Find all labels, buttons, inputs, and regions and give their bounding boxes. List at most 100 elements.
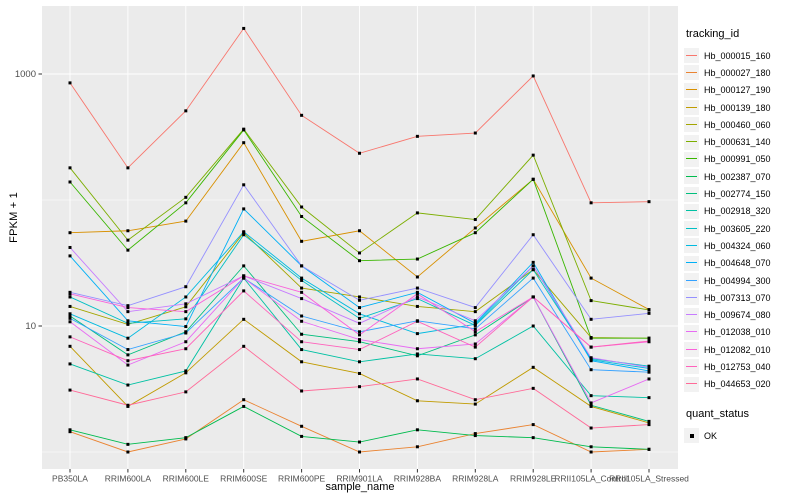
point-Hb_000027_180 (300, 424, 304, 428)
legend-key-swatch (684, 48, 699, 64)
point-Hb_000631_140 (415, 211, 419, 215)
point-Hb_009674_080 (415, 295, 419, 299)
point-Hb_004994_300 (531, 276, 535, 280)
legend-key-swatch (684, 100, 699, 116)
point-Hb_002918_320 (415, 352, 419, 356)
legend-item-label: Hb_000027_180 (704, 67, 771, 78)
point-Hb_002774_150 (415, 354, 419, 358)
point-Hb_000991_050 (242, 128, 246, 132)
point-Hb_012038_010 (242, 276, 246, 280)
point-Hb_000460_060 (358, 295, 361, 299)
point-Hb_012082_010 (68, 292, 72, 296)
point-Hb_004648_070 (358, 306, 361, 310)
legend-key-swatch (684, 238, 699, 254)
quant-ok-key-swatch (684, 428, 699, 444)
point-Hb_000631_140 (647, 308, 651, 312)
point-Hb_000631_140 (300, 205, 304, 209)
legend-item: Hb_012753_040 (684, 358, 800, 375)
point-Hb_000127_190 (415, 275, 419, 279)
series-color-line-icon (686, 262, 697, 264)
legend-key-swatch (684, 342, 699, 358)
point-Hb_004648_070 (68, 254, 72, 258)
legend-key-swatch (684, 186, 699, 202)
point-Hb_000015_160 (300, 113, 304, 117)
point-Hb_000127_190 (358, 229, 361, 233)
point-Hb_002387_070 (68, 428, 72, 432)
point-Hb_000991_050 (68, 180, 72, 184)
legend-item-label: Hb_000127_190 (704, 85, 771, 96)
point-Hb_000127_190 (184, 219, 188, 223)
series-color-line-icon (686, 279, 697, 281)
point-Hb_000631_140 (68, 166, 72, 170)
point-Hb_002387_070 (589, 445, 593, 449)
legend-key-swatch (684, 169, 699, 185)
point-Hb_002918_320 (184, 369, 188, 373)
legend-key-swatch (684, 221, 699, 237)
series-color-line-icon (686, 331, 697, 333)
point-Hb_012082_010 (415, 292, 419, 296)
point-Hb_000015_160 (184, 109, 188, 113)
point-Hb_004648_070 (589, 359, 593, 363)
point-Hb_012753_040 (531, 295, 535, 299)
point-Hb_002918_320 (589, 394, 593, 398)
x-tick-label: PB350LA (52, 474, 88, 484)
point-Hb_002387_070 (531, 436, 535, 440)
point-Hb_009674_080 (300, 297, 304, 301)
point-Hb_000027_180 (415, 445, 419, 449)
legend-key-swatch (684, 307, 699, 323)
point-Hb_000991_050 (415, 257, 419, 261)
point-Hb_004648_070 (531, 260, 535, 264)
point-Hb_000015_160 (126, 166, 130, 170)
legend-item: Hb_000027_180 (684, 64, 800, 81)
legend-tracking-id: tracking_id Hb_000015_160 Hb_000027_180 Hb… (684, 28, 800, 393)
point-Hb_044653_020 (358, 385, 361, 389)
point-Hb_000631_140 (589, 299, 593, 303)
point-Hb_000991_050 (300, 214, 304, 218)
point-Hb_044653_020 (184, 390, 188, 394)
point-Hb_000015_160 (647, 200, 651, 204)
point-Hb_002918_320 (473, 357, 477, 361)
point-Hb_002918_320 (300, 348, 304, 352)
point-Hb_000027_180 (589, 450, 593, 454)
legend-item-label: Hb_004324_060 (704, 240, 771, 251)
x-tick-label: RRIM928BA (394, 474, 442, 484)
legend-key-swatch (684, 376, 699, 392)
point-Hb_003605_220 (300, 278, 304, 282)
legend-item-label: Hb_002774_150 (704, 189, 771, 200)
point-Hb_002387_070 (647, 447, 651, 451)
point-Hb_000027_180 (473, 432, 477, 436)
point-Hb_012038_010 (589, 401, 593, 405)
point-Hb_012038_010 (68, 320, 72, 324)
point-Hb_003605_220 (358, 316, 361, 320)
point-Hb_000139_180 (242, 317, 246, 321)
legend-item-label: Hb_004648_070 (704, 258, 771, 269)
point-Hb_000027_180 (531, 423, 535, 427)
point-Hb_000991_050 (126, 248, 130, 252)
series-color-line-icon (686, 193, 697, 195)
point-Hb_000027_180 (358, 450, 361, 454)
point-Hb_044653_020 (473, 398, 477, 402)
series-color-line-icon (686, 314, 697, 316)
legend-item-label: Hb_012753_040 (704, 361, 771, 372)
point-Hb_012038_010 (358, 338, 361, 342)
x-tick-label: RRIM600LE (163, 474, 210, 484)
axis-ticks: 1000 10 PB350LA RRIM600LA RRIM600LE RRIM600SE… (15, 69, 689, 484)
x-tick-label: RRIM928LE (510, 474, 557, 484)
legend-item-label: Hb_004994_300 (704, 275, 771, 286)
point-Hb_007313_070 (647, 311, 651, 315)
point-Hb_007313_070 (589, 317, 593, 321)
point-Hb_002774_150 (242, 264, 246, 268)
x-tick-label: RRII105LA_Control (554, 474, 628, 484)
point-Hb_007313_070 (531, 233, 535, 237)
point-Hb_012753_040 (473, 345, 477, 349)
series-color-line-icon (686, 158, 697, 160)
legend-key-swatch (684, 324, 699, 340)
y-tick-label: 1000 (15, 69, 36, 80)
point-Hb_003605_220 (126, 321, 130, 325)
point-Hb_002774_150 (473, 333, 477, 337)
point-Hb_004994_300 (589, 368, 593, 372)
point-Hb_009674_080 (126, 310, 130, 314)
point-Hb_004324_060 (415, 332, 419, 336)
series-color-line-icon (686, 89, 697, 91)
point-Hb_000139_180 (300, 360, 304, 364)
